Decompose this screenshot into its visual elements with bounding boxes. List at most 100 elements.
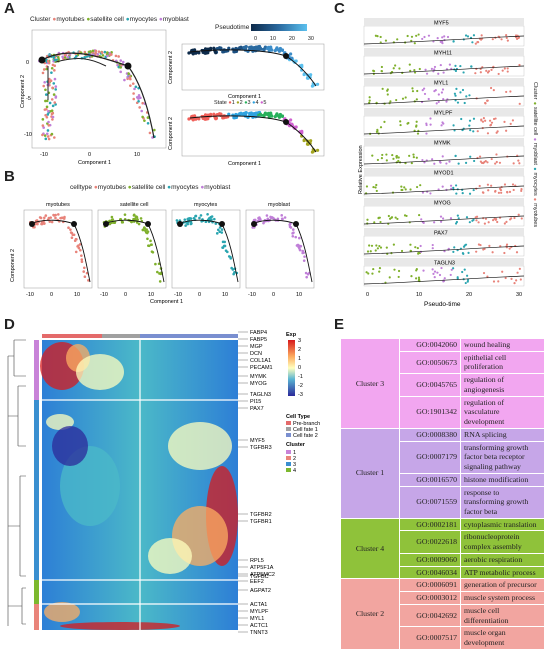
state-point <box>227 112 231 116</box>
facet-point <box>111 218 115 221</box>
facet-point <box>291 228 295 231</box>
trajectory-point <box>133 87 136 91</box>
svg-text:Component 1: Component 1 <box>228 94 261 100</box>
expression-point <box>389 100 392 103</box>
expression-point <box>505 129 508 132</box>
heatmap-blob <box>168 422 232 470</box>
expression-point <box>494 117 497 120</box>
facet-point <box>67 226 70 230</box>
expression-point <box>518 63 521 67</box>
pseudotime-point <box>265 46 270 51</box>
expression-point <box>381 153 384 157</box>
gene-strip-header <box>364 108 524 116</box>
expression-point <box>375 244 378 247</box>
expression-point <box>415 98 418 101</box>
expression-point <box>518 102 521 105</box>
expression-point <box>384 39 388 42</box>
state-point <box>315 148 320 152</box>
xtick: -10 <box>100 292 108 298</box>
expression-point <box>371 154 374 157</box>
expression-point <box>388 217 392 220</box>
svg-text:Component 2: Component 2 <box>168 51 174 84</box>
expression-point <box>476 130 479 133</box>
expression-point <box>454 64 457 67</box>
expression-point <box>481 120 485 123</box>
expression-point <box>390 216 394 219</box>
expression-point <box>490 184 493 187</box>
expression-point <box>517 159 520 162</box>
trajectory-point <box>46 113 50 116</box>
expression-point <box>496 130 499 133</box>
expression-point <box>437 93 440 96</box>
trajectory-point <box>114 54 118 58</box>
facet-point <box>271 216 274 219</box>
expression-point <box>417 251 420 255</box>
trajectory-point <box>141 115 144 119</box>
facet-point <box>214 222 218 225</box>
trend-line <box>363 275 525 285</box>
exp-tick: -2 <box>298 383 303 389</box>
go-term: response to transforming growth factor b… <box>460 485 545 519</box>
heatmap-blob <box>60 622 180 630</box>
panel-a-legend: Cluster ●myotubes ●satellite cell ●myocy… <box>30 16 189 23</box>
gene-label: TAGLN3 <box>434 261 455 267</box>
facet-point <box>294 235 298 239</box>
legend-item: satellite cell <box>90 16 124 23</box>
facet-point <box>280 214 284 217</box>
trajectory-point <box>132 97 136 101</box>
expression-point <box>431 158 434 161</box>
expression-point <box>366 218 369 221</box>
facet-node <box>103 221 109 227</box>
gene-label: PECAM1 <box>250 365 273 371</box>
expression-point <box>516 271 519 274</box>
facet-point <box>146 237 149 241</box>
expression-point <box>490 121 494 124</box>
trajectory-point <box>48 101 52 105</box>
expression-point <box>396 217 399 221</box>
trajectory-point <box>46 135 50 138</box>
trajectory-point <box>45 99 49 103</box>
expression-point <box>438 273 442 277</box>
expression-point <box>446 35 450 39</box>
svg-text:Exp: Exp <box>286 332 297 338</box>
heatmap-blob <box>76 354 124 390</box>
expression-point <box>368 96 371 99</box>
expression-point <box>433 276 436 279</box>
svg-text:Component 1: Component 1 <box>150 299 183 305</box>
expression-point <box>423 35 426 39</box>
trajectory-point <box>41 71 45 75</box>
svg-text:Cell Type: Cell Type <box>286 414 310 420</box>
expression-point <box>397 275 400 279</box>
expression-point <box>435 102 438 105</box>
facet-point <box>130 220 133 224</box>
state-legend: State ●1 ●2 ●3 ●4 ●5 <box>214 100 267 106</box>
go-id: GO:0046034 <box>399 565 461 580</box>
go-id: GO:0006091 <box>399 578 461 593</box>
expression-point <box>503 251 506 255</box>
trajectory-point <box>44 99 47 103</box>
celltype-label: Cell fate 2 <box>293 433 318 439</box>
trajectory-point <box>119 59 123 62</box>
trajectory-plot-main: Component 2 0 -5 -10 -10 0 10 Component … <box>20 29 167 166</box>
trajectory-point <box>109 53 112 57</box>
expression-point <box>477 221 480 224</box>
expression-point <box>515 37 519 41</box>
state-point <box>265 112 270 117</box>
heatmap-blob <box>52 426 88 466</box>
expression-point <box>489 124 492 127</box>
expression-point <box>395 156 398 159</box>
expression-point <box>441 36 444 39</box>
expression-point <box>519 278 522 281</box>
trajectory-point <box>53 58 57 62</box>
gene-label: FABP4 <box>250 330 267 336</box>
go-term: aerobic respiration <box>460 552 545 567</box>
trajectory-point <box>127 72 131 76</box>
celltype-swatch <box>286 421 291 425</box>
facet-point <box>186 222 189 226</box>
facet-point <box>135 221 139 224</box>
expression-point <box>372 267 375 271</box>
expression-point <box>515 279 518 282</box>
heatmap-blob <box>46 414 74 430</box>
trend-line <box>363 155 525 165</box>
trajectory-point <box>44 137 48 141</box>
